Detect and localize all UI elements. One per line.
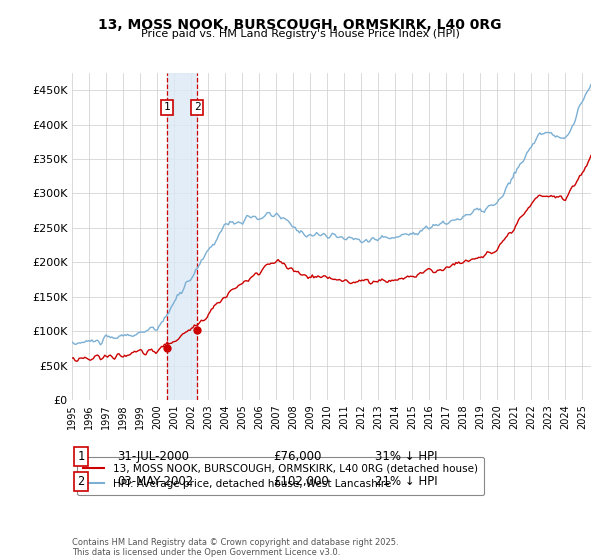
Text: 03-MAY-2002: 03-MAY-2002 xyxy=(117,475,193,488)
Text: £76,000: £76,000 xyxy=(273,450,322,463)
Text: 21% ↓ HPI: 21% ↓ HPI xyxy=(375,475,437,488)
Bar xyxy=(167,73,197,400)
Text: 2: 2 xyxy=(194,102,200,113)
Text: £102,000: £102,000 xyxy=(273,475,329,488)
Text: 31% ↓ HPI: 31% ↓ HPI xyxy=(375,450,437,463)
Legend: 13, MOSS NOOK, BURSCOUGH, ORMSKIRK, L40 0RG (detached house), HPI: Average price: 13, MOSS NOOK, BURSCOUGH, ORMSKIRK, L40 … xyxy=(77,458,484,495)
Text: 1: 1 xyxy=(77,450,85,463)
Text: 13, MOSS NOOK, BURSCOUGH, ORMSKIRK, L40 0RG: 13, MOSS NOOK, BURSCOUGH, ORMSKIRK, L40 … xyxy=(98,18,502,32)
Text: Price paid vs. HM Land Registry's House Price Index (HPI): Price paid vs. HM Land Registry's House … xyxy=(140,29,460,39)
Text: 2: 2 xyxy=(77,475,85,488)
Text: 1: 1 xyxy=(164,102,170,113)
Text: 31-JUL-2000: 31-JUL-2000 xyxy=(117,450,189,463)
Text: Contains HM Land Registry data © Crown copyright and database right 2025.
This d: Contains HM Land Registry data © Crown c… xyxy=(72,538,398,557)
